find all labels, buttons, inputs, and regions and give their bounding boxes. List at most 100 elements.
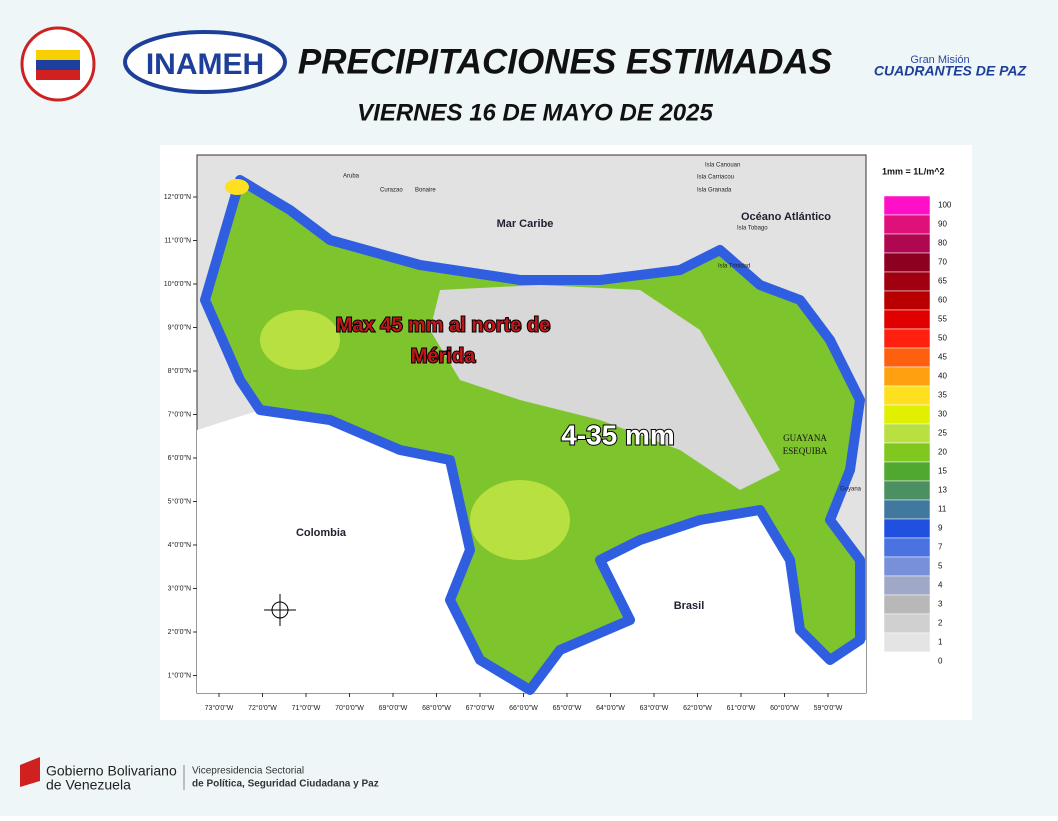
wet-area: [470, 480, 570, 560]
place: Brasil: [674, 600, 705, 612]
legend-swatch: [883, 347, 931, 368]
lon-tick-label: 66°0'0"W: [509, 704, 538, 712]
lat-tick-label: 5°0'0"N: [168, 497, 191, 505]
legend-label: 65: [938, 277, 947, 286]
logo-right-top: Gran Misión: [910, 54, 969, 66]
legend-swatch: [883, 651, 931, 672]
lon-tick-label: 71°0'0"W: [292, 704, 321, 712]
legend-swatch: [883, 195, 931, 216]
legend-label: 15: [938, 467, 947, 476]
legend-label: 90: [938, 220, 947, 229]
place: Isla Tobago: [737, 226, 768, 232]
legend-swatch: [883, 594, 931, 615]
legend-swatch: [883, 309, 931, 330]
lat-tick-label: 7°0'0"N: [168, 410, 191, 418]
place: Isla Canouan: [705, 163, 740, 169]
lat-tick-label: 8°0'0"N: [168, 367, 191, 375]
legend-label: 7: [938, 543, 943, 552]
footer-text: Vicepresidencia Sectorial: [192, 766, 304, 777]
place: Aruba: [343, 174, 360, 180]
place: Isla Granada: [697, 188, 732, 194]
legend-swatch: [883, 556, 931, 577]
annotation: 4-35 mm: [561, 419, 675, 450]
legend-label: 40: [938, 372, 947, 381]
place: Bonaire: [415, 188, 436, 194]
legend-swatch: [883, 366, 931, 387]
venezuela-rainfall: [200, 175, 865, 695]
annotation: Mérida: [411, 345, 476, 367]
footer-text: de Venezuela: [46, 777, 131, 793]
lon-tick-label: 62°0'0"W: [683, 704, 712, 712]
legend-label: 5: [938, 562, 943, 571]
lon-tick-label: 73°0'0"W: [205, 704, 234, 712]
legend-swatch: [883, 385, 931, 406]
legend-label: 70: [938, 258, 947, 267]
legend-label: 100: [938, 201, 952, 210]
lat-tick-label: 2°0'0"N: [168, 628, 191, 636]
subtitle: VIERNES 16 DE MAYO DE 2025: [357, 99, 713, 126]
lon-tick-label: 60°0'0"W: [770, 704, 799, 712]
legend-swatch: [883, 537, 931, 558]
lon-tick-label: 59°0'0"W: [814, 704, 843, 712]
legend-label: 35: [938, 391, 947, 400]
legend-swatch: [883, 613, 931, 634]
legend-swatch: [883, 233, 931, 254]
place: GUAYANA: [783, 433, 827, 443]
lat-tick-label: 3°0'0"N: [168, 584, 191, 592]
north-arrow: [264, 594, 296, 626]
inameh-logo: [123, 30, 287, 94]
place: Guyana: [840, 487, 862, 493]
gov-flag: [20, 757, 40, 787]
lat-tick-label: 4°0'0"N: [168, 541, 191, 549]
wet-area: [260, 310, 340, 370]
legend-swatch: [883, 252, 931, 273]
legend-swatch: [883, 442, 931, 463]
legend-swatch: [883, 632, 931, 653]
legend-swatch: [883, 423, 931, 444]
lon-tick-label: 63°0'0"W: [640, 704, 669, 712]
legend-swatch: [883, 290, 931, 311]
place: Océano Atlántico: [741, 211, 831, 223]
legend-label: 80: [938, 239, 947, 248]
brazil-land: [450, 510, 866, 693]
legend-label: 25: [938, 429, 947, 438]
legend-label: 2: [938, 619, 943, 628]
lon-tick-label: 64°0'0"W: [596, 704, 625, 712]
legend-label: 1: [938, 638, 943, 647]
legend-swatch: [883, 575, 931, 596]
dry-area: [430, 285, 780, 490]
legend-label: 55: [938, 315, 947, 324]
legend-swatch: [883, 271, 931, 292]
lat-tick-label: 11°0'0"N: [164, 236, 191, 244]
lat-tick-label: 6°0'0"N: [168, 454, 191, 462]
place: Mar Caribe: [497, 218, 554, 230]
lon-tick-label: 68°0'0"W: [422, 704, 451, 712]
lat-tick-label: 1°0'0"N: [168, 671, 191, 679]
legend-label: 60: [938, 296, 947, 305]
lon-tick-label: 70°0'0"W: [335, 704, 364, 712]
place: Colombia: [296, 527, 347, 539]
legend-label: 20: [938, 448, 947, 457]
logo-text: INAMEH: [146, 48, 264, 81]
lat-tick-label: 10°0'0"N: [164, 280, 191, 288]
place: ESEQUIBA: [783, 446, 828, 456]
lon-tick-label: 72°0'0"W: [248, 704, 277, 712]
place: Curazao: [380, 188, 403, 194]
legend-label: 3: [938, 600, 943, 609]
legend-label: 50: [938, 334, 947, 343]
legend-label: 45: [938, 353, 947, 362]
place: Isla Carriacou: [697, 175, 734, 181]
lat-tick-label: 12°0'0"N: [164, 193, 191, 201]
lon-tick-label: 61°0'0"W: [727, 704, 756, 712]
legend-swatch: [883, 404, 931, 425]
legend-swatch: [883, 480, 931, 501]
lat-tick-label: 9°0'0"N: [168, 323, 191, 331]
legend-label: 11: [938, 505, 947, 514]
legend-swatch: [883, 461, 931, 482]
legend-swatch: [883, 214, 931, 235]
wet-area: [225, 179, 249, 195]
lon-tick-label: 69°0'0"W: [379, 704, 408, 712]
legend-label: 30: [938, 410, 947, 419]
legend-label: 0: [938, 657, 943, 666]
